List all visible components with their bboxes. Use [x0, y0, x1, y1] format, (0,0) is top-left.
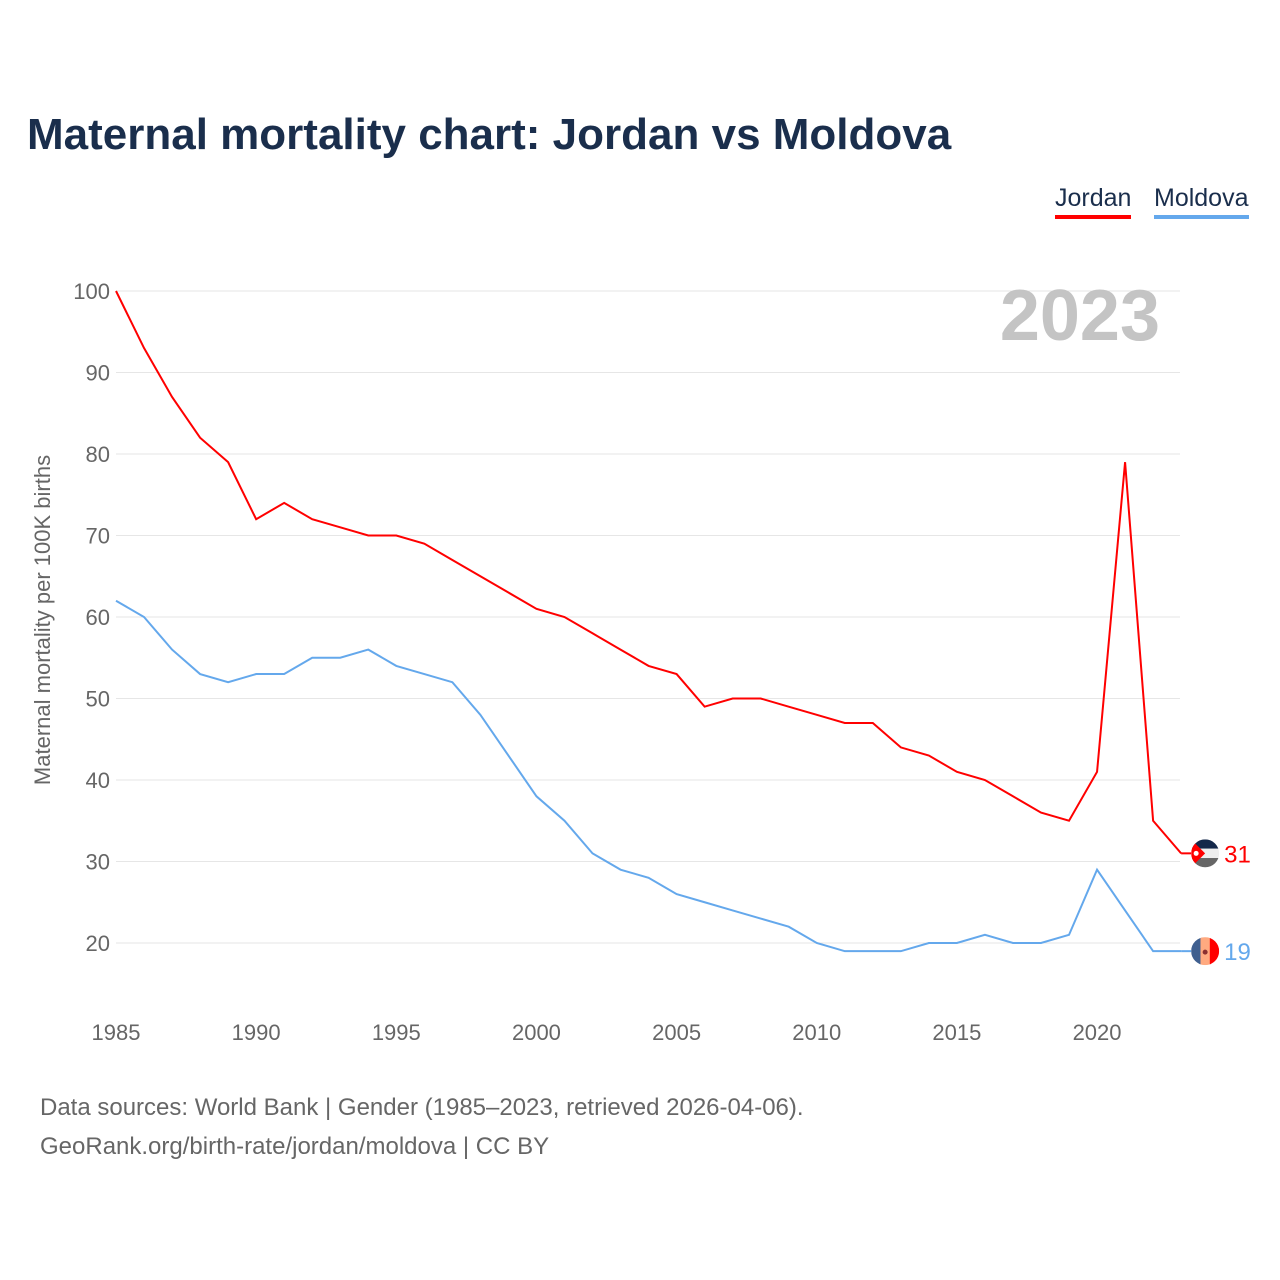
flag-jordan-icon: [1191, 839, 1220, 868]
x-tick-label: 2000: [512, 1020, 561, 1045]
footer-link[interactable]: GeoRank.org/birth-rate/jordan/moldova | …: [40, 1133, 550, 1160]
year-watermark: 2023: [1000, 276, 1160, 356]
y-tick-label: 20: [86, 931, 110, 956]
legend-moldova[interactable]: Moldova: [1154, 184, 1249, 219]
flag-moldova-icon: [1191, 937, 1220, 966]
y-tick-label: 100: [73, 279, 110, 304]
x-tick-label: 1995: [372, 1020, 421, 1045]
x-tick-label: 2020: [1073, 1020, 1122, 1045]
y-tick-label: 90: [86, 361, 110, 386]
series-line-moldova: [115, 599, 1182, 953]
y-tick-label: 80: [86, 442, 110, 467]
y-tick-label: 40: [86, 768, 110, 793]
x-tick-label: 2010: [792, 1020, 841, 1045]
x-tick-label: 1985: [92, 1020, 141, 1045]
y-axis-label: Maternal mortality per 100K births: [30, 455, 55, 785]
footer-sources: Data sources: World Bank | Gender (1985–…: [40, 1094, 804, 1121]
legend-jordan[interactable]: Jordan: [1055, 184, 1132, 219]
chart-title: Maternal mortality chart: Jordan vs Mold…: [27, 110, 952, 159]
footer: Data sources: World Bank | Gender (1985–…: [40, 1088, 804, 1166]
y-tick-label: 50: [86, 687, 110, 712]
x-tick-label: 2015: [932, 1020, 981, 1045]
x-tick-label: 2005: [652, 1020, 701, 1045]
x-tick-label: 1990: [232, 1020, 281, 1045]
series-line-jordan: [115, 290, 1182, 855]
y-tick-label: 30: [86, 850, 110, 875]
end-value-label-moldova: 19: [1224, 939, 1251, 966]
y-tick-label: 60: [86, 605, 110, 630]
y-tick-label: 70: [86, 524, 110, 549]
end-value-label-jordan: 31: [1224, 841, 1251, 868]
